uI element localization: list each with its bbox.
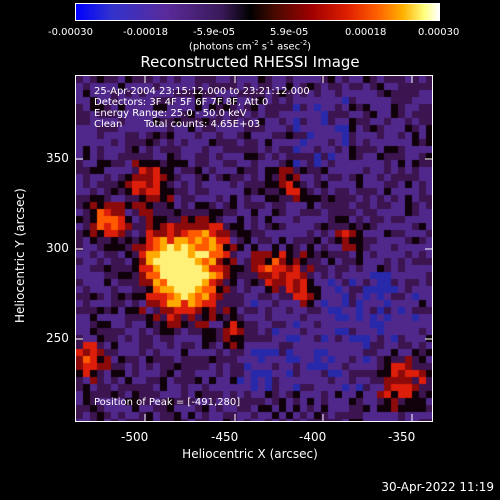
y-tick-label: 300	[46, 241, 69, 255]
detectors-text: Detectors: 3F 4F 5F 6F 7F 8F, Att 0	[94, 97, 269, 108]
energy-range-text: Energy Range: 25.0 - 50.0 keV	[94, 108, 247, 119]
x-tick-label: -350	[388, 430, 416, 444]
peak-position-text: Position of Peak = [-491,280]	[94, 397, 241, 408]
x-tick-label: -450	[211, 430, 239, 444]
x-axis-label: Heliocentric X (arcsec)	[182, 447, 318, 461]
total-counts-text: Total counts: 4.65E+03	[144, 119, 261, 130]
colorbar-tick: -5.9e-05	[193, 27, 235, 38]
y-tick-label: 350	[46, 151, 69, 165]
plot-title: Reconstructed RHESSI Image	[140, 53, 360, 71]
colorbar-tick: -0.00018	[123, 27, 168, 38]
colorbar	[75, 3, 440, 21]
plot-timestamp: 30-Apr-2022 11:19	[381, 480, 494, 494]
y-tick-label: 250	[46, 331, 69, 345]
method-text: Clean	[94, 119, 123, 130]
time-range-text: 25-Apr-2004 23:15:12.000 to 23:21:12.000	[94, 86, 310, 97]
colorbar-tick: 5.9e-05	[270, 27, 309, 38]
colorbar-tick: 0.00030	[418, 27, 460, 38]
rhessi-image	[76, 76, 432, 421]
x-tick-label: -500	[121, 430, 149, 444]
colorbar-tick: -0.00030	[48, 27, 93, 38]
colorbar-units: (photons cm-2 s-1 asec-2)	[188, 39, 312, 53]
colorbar-tick: 0.00018	[345, 27, 387, 38]
x-tick-label: -400	[299, 430, 327, 444]
